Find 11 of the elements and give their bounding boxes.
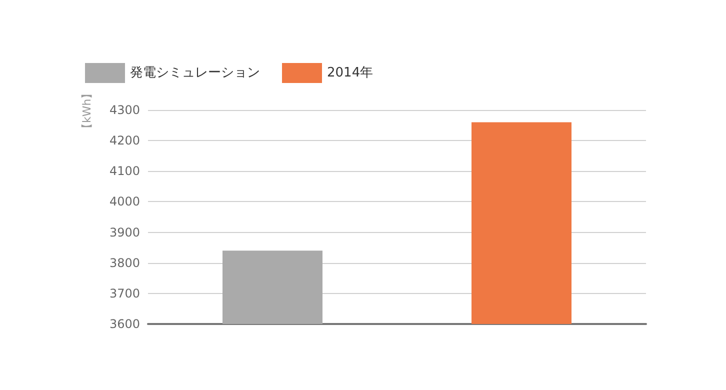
y-tick-label: 4000 [109,194,140,209]
legend-label: 発電シミュレーション [130,66,260,80]
y-tick-label: 3900 [109,225,140,240]
legend-label: 2014年 [327,66,374,80]
y-tick-label: 4200 [109,134,140,148]
y-tick-label: 4300 [109,103,140,117]
y-tick-label: 3600 [109,317,140,331]
y-tick-label: 4100 [109,164,140,178]
y-axis-title: 【kWh】 [80,88,94,134]
y-tick-label: 3800 [109,256,140,270]
y-tick-label: 3700 [109,286,140,300]
